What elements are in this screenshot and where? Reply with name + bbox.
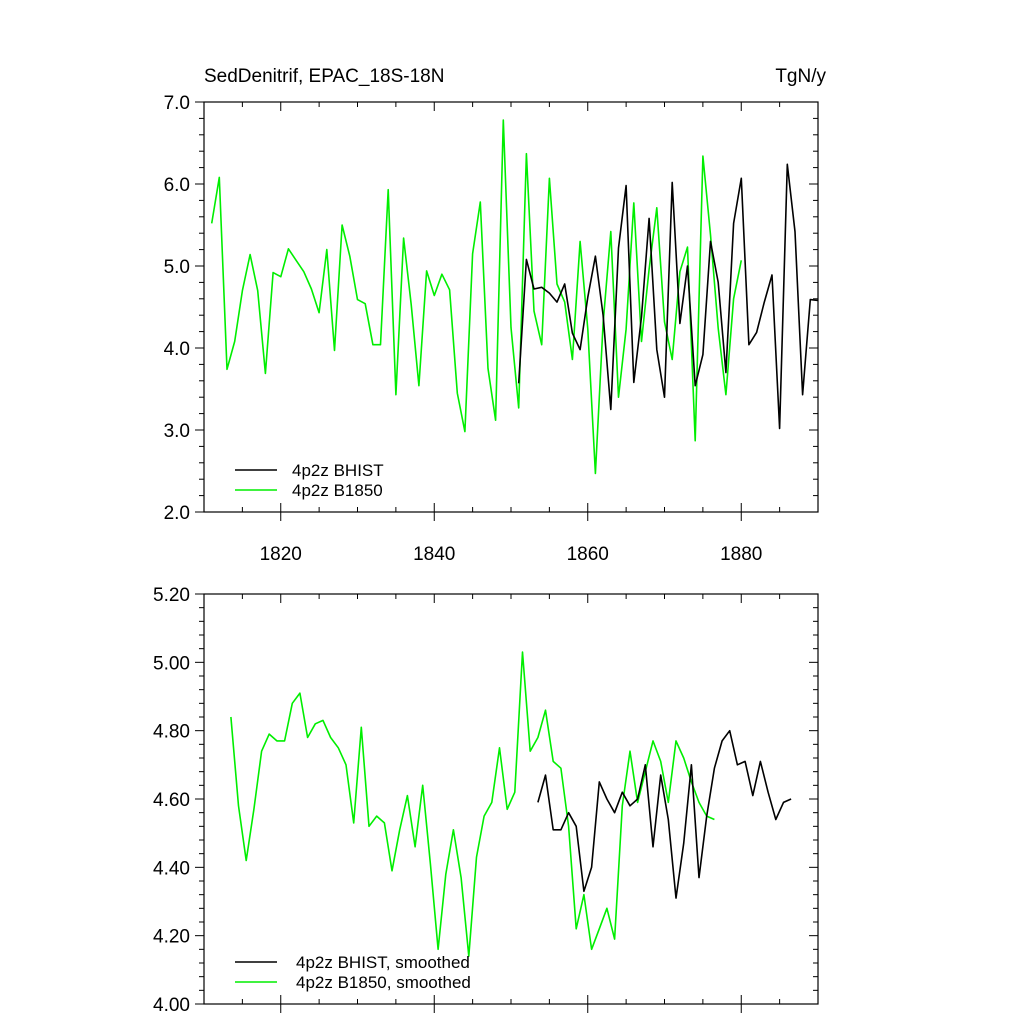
series-line-bhist [517, 163, 819, 430]
legend-label-bhist: 4p2z BHIST [292, 461, 384, 480]
plot-frame [203, 101, 819, 513]
y-tick-label: 4.20 [153, 927, 190, 948]
x-tick-label: 1840 [413, 544, 455, 565]
x-tick-label: 1860 [567, 544, 609, 565]
y-tick-label: 4.80 [153, 722, 190, 743]
x-tick-label: 1880 [720, 544, 762, 565]
y-tick-label: 4.60 [153, 790, 190, 811]
plot-frame [203, 593, 819, 1005]
x-tick-label: 1820 [260, 544, 302, 565]
legend: 4p2z BHIST, smoothed 4p2z B1850, smoothe… [235, 953, 471, 992]
y-tick-label: 3.0 [164, 421, 190, 442]
legend-label-b1850: 4p2z B1850 [292, 481, 383, 500]
series-lines [210, 119, 819, 475]
y-tick-label: 5.20 [153, 585, 190, 606]
plot-title: SedDenitrif, EPAC_18S-18N [204, 66, 444, 87]
tick-labels: 2.0 3.0 4.0 5.0 6.0 7.0 1820 1840 1860 1880 [164, 93, 763, 565]
legend-label-b1850-smoothed: 4p2z B1850, smoothed [296, 973, 471, 992]
series-line-bhist-smoothed [537, 729, 792, 899]
series-lines [230, 651, 792, 958]
y-tick-label: 5.00 [153, 653, 190, 674]
tick-labels: 4.00 4.20 4.40 4.60 4.80 5.00 5.20 [153, 585, 190, 1016]
y-tick-label: 6.0 [164, 175, 190, 196]
series-line-b1850 [210, 119, 743, 475]
y-tick-label: 4.40 [153, 858, 190, 879]
panel-bottom: 4.00 4.20 4.40 4.60 4.80 5.00 5.20 4p2z BHIST,… [153, 585, 819, 1016]
series-line-b1850-smoothed [230, 651, 715, 958]
legend-label-bhist-smoothed: 4p2z BHIST, smoothed [296, 953, 470, 972]
y-tick-label: 7.0 [164, 93, 190, 114]
y-tick-label: 4.0 [164, 339, 190, 360]
panel-top: SedDenitrif, EPAC_18S-18N TgN/y 2.0 3.0 4.… [164, 66, 827, 565]
y-tick-label: 2.0 [164, 503, 190, 524]
units-label: TgN/y [775, 66, 826, 87]
y-tick-label: 5.0 [164, 257, 190, 278]
legend: 4p2z BHIST 4p2z B1850 [235, 461, 384, 500]
y-tick-label: 4.00 [153, 995, 190, 1016]
